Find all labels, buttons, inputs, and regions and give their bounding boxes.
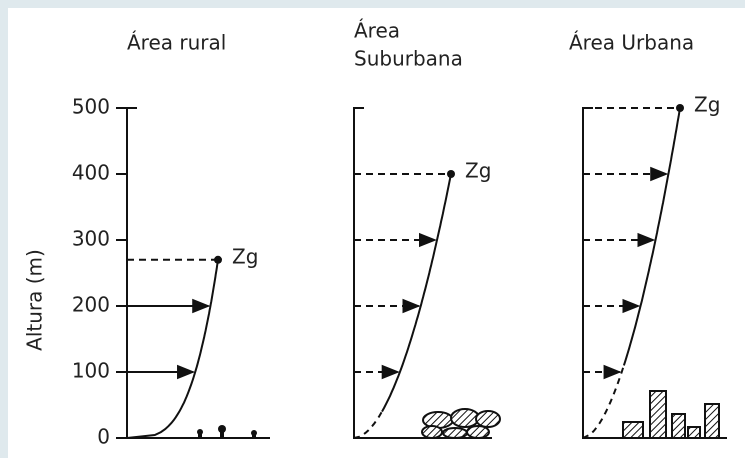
y-tick-label: 0: [97, 425, 110, 449]
diagram: Altura (m) 0 100 200 300 400 500 Área rural Zg Á…: [0, 0, 745, 458]
panel-background: [8, 8, 745, 458]
gradient-point: [676, 104, 684, 112]
panel-title: Suburbana: [354, 47, 463, 71]
suburban-houses: [422, 409, 500, 438]
panel-title: Área rural: [127, 31, 226, 55]
gradient-point: [447, 170, 455, 178]
panel-title: Área: [354, 19, 400, 43]
gradient-point: [214, 256, 222, 264]
page: {"y_axis": {"label": "Altura (m)", "tick…: [0, 0, 745, 458]
y-tick-label: 200: [72, 293, 110, 317]
y-tick-label: 500: [72, 95, 110, 119]
y-tick-label: 300: [72, 227, 110, 251]
gradient-label: Zg: [694, 93, 720, 117]
y-tick-label: 100: [72, 359, 110, 383]
y-axis-label: Altura (m): [23, 249, 47, 351]
panel-title: Área Urbana: [569, 31, 694, 55]
y-tick-label: 400: [72, 161, 110, 185]
gradient-label: Zg: [232, 244, 258, 268]
gradient-label: Zg: [465, 159, 491, 183]
